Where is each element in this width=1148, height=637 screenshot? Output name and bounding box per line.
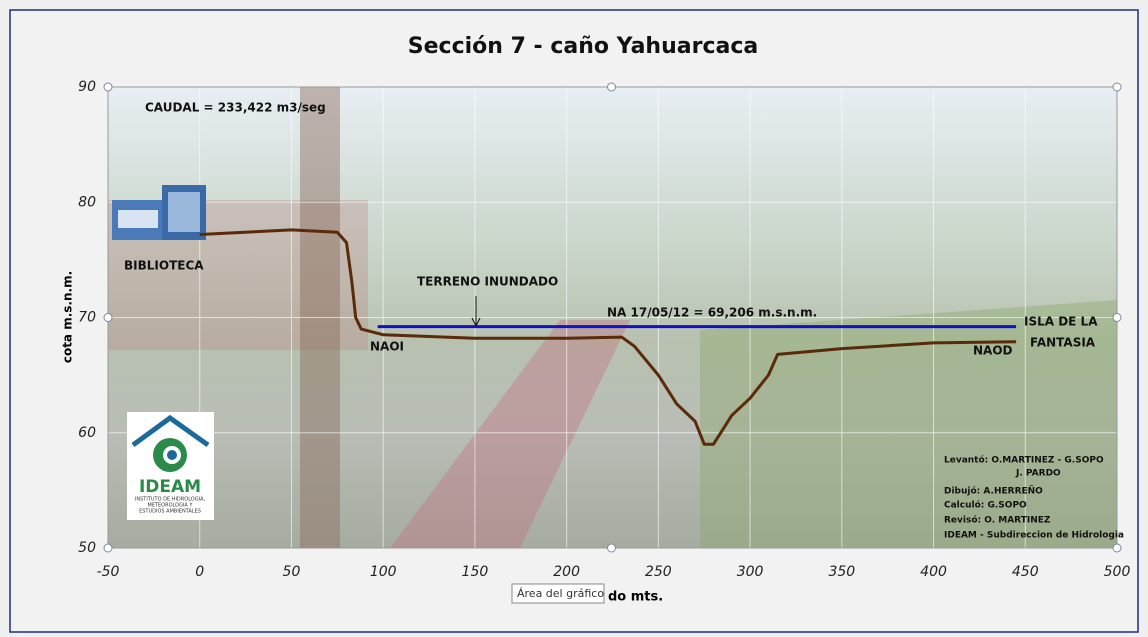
bg-curb (390, 320, 630, 548)
annotation: TERRENO INUNDADO (417, 275, 558, 289)
handle (103, 82, 113, 92)
x-tick-label: 100 (370, 564, 397, 580)
x-axis-label: do mts. (608, 590, 663, 605)
selection-handles (103, 82, 1122, 553)
y-tick-label: 90 (78, 79, 96, 95)
annotation: ISLA DE LA (1024, 315, 1098, 329)
logo-text: INSTITUTO DE HIDROLOGIA, (135, 497, 206, 503)
credit-text: IDEAM - Subdireccion de Hidrologia (944, 531, 1124, 541)
handle (1112, 313, 1122, 322)
chart-title: Sección 7 - caño Yahuarcaca (408, 34, 758, 59)
logo-text: METEOROLOGIA Y (148, 503, 194, 509)
handle (103, 543, 113, 553)
x-tick-label: 300 (737, 564, 764, 580)
handle (1112, 82, 1122, 92)
handle (103, 313, 113, 322)
x-tick-label: 450 (1012, 564, 1039, 580)
x-tick-label: 150 (462, 564, 489, 580)
handle (1112, 543, 1122, 553)
annotation: NAOI (370, 340, 404, 354)
credit-text: Levantó: O.MARTINEZ - G.SOPO (944, 455, 1104, 466)
logo-name: IDEAM (139, 477, 201, 497)
profile-line (199, 228, 1017, 446)
annotation: NA 17/05/12 = 69,206 m.s.n.m. (607, 306, 817, 320)
y-tick-label: 60 (78, 425, 96, 441)
annotation: FANTASIA (1030, 336, 1096, 350)
annotation: NAOD (973, 344, 1013, 358)
x-tick-label: 350 (828, 564, 855, 580)
handle (607, 82, 616, 92)
x-tick-label: -50 (97, 564, 120, 580)
ideam-logo: IDEAM INSTITUTO DE HIDROLOGIA, METEOROLO… (127, 412, 214, 520)
y-tick-label: 80 (78, 194, 96, 210)
y-tick-label: 70 (78, 310, 96, 326)
x-tick-label: 500 (1104, 564, 1131, 580)
tooltip-text: Área del gráfico (517, 587, 604, 600)
credit-text: Dibujó: A.HERREÑO (944, 486, 1043, 497)
tooltip (511, 583, 605, 604)
credit-text: Revisó: O. MARTINEZ (944, 515, 1051, 526)
x-tick-label: 400 (920, 564, 947, 580)
annotation: CAUDAL = 233,422 m3/seg (145, 101, 326, 115)
logo-text: ESTUDIOS AMBIENTALES (139, 509, 201, 515)
x-tick-label: 250 (645, 564, 672, 580)
y-tick-label: 50 (78, 540, 96, 556)
x-tick-label: 0 (195, 564, 204, 580)
credit-text: Calculó: G.SOPO (944, 500, 1027, 511)
annotation: BIBLIOTECA (124, 259, 204, 273)
x-tick-label: 200 (553, 564, 580, 580)
y-axis-label: cota m.s.n.m. (61, 271, 75, 363)
handle (607, 543, 616, 553)
building-icon (112, 185, 206, 240)
bg-grass (700, 300, 1117, 548)
x-tick-label: 50 (283, 564, 301, 580)
credit-text: J. PARDO (1015, 469, 1061, 479)
